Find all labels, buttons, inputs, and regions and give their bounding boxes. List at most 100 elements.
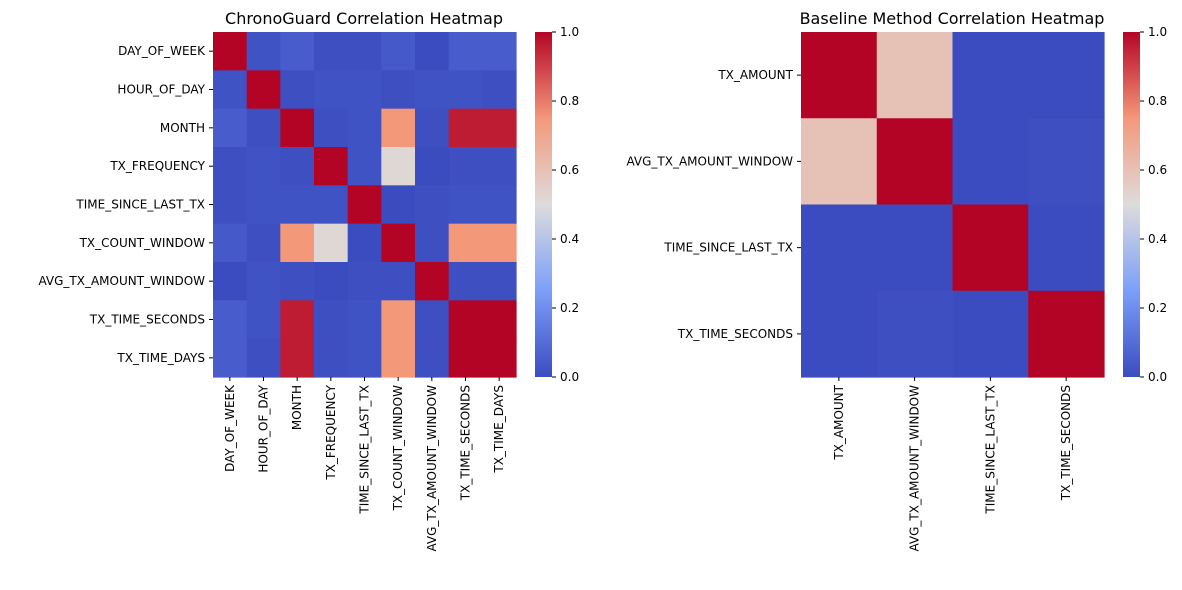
heatmap-cell	[482, 338, 517, 378]
heatmap-cell	[246, 108, 281, 148]
colorbar-tick-label: 1.0	[560, 25, 579, 39]
heatmap-cell	[246, 147, 281, 186]
heatmap-cell	[314, 300, 349, 340]
y-tick-label: TX_TIME_DAYS	[116, 351, 205, 365]
heatmap-cell	[213, 70, 248, 110]
heatmap-cell	[314, 338, 349, 378]
heatmap-cell	[347, 338, 382, 378]
heatmap-cell	[876, 290, 954, 378]
colorbar-tick-label: 0.6	[560, 163, 579, 177]
heatmap-cell	[1028, 32, 1105, 119]
heatmap-cell	[952, 32, 1029, 119]
heatmap-cell	[280, 185, 315, 225]
heatmap-cell	[280, 32, 315, 71]
heatmap-cell	[801, 204, 878, 292]
colorbar-tick-label: 0.4	[1148, 232, 1167, 246]
x-tick-label: TIME_SINCE_LAST_TX	[358, 385, 372, 515]
heatmap-cell	[952, 118, 1029, 206]
x-tick-label: MONTH	[290, 385, 304, 430]
y-tick-label: HOUR_OF_DAY	[117, 83, 205, 97]
x-tick-label: TX_TIME_SECONDS	[459, 385, 473, 501]
heatmap-cell	[415, 108, 450, 148]
x-tick-label: DAY_OF_WEEK	[223, 384, 237, 472]
heatmap-cell	[381, 300, 416, 340]
heatmap-cell	[213, 108, 248, 148]
heatmap-cell	[347, 223, 382, 263]
chart-title: ChronoGuard Correlation Heatmap	[225, 9, 503, 28]
heatmap-cell	[415, 147, 450, 186]
heatmap-cell	[213, 262, 248, 301]
y-tick-label: MONTH	[160, 121, 205, 135]
heatmap-cell	[482, 70, 517, 110]
heatmap-cell	[347, 300, 382, 340]
heatmap-cell	[280, 223, 315, 263]
heatmap-cell	[482, 300, 517, 340]
heatmap-cell	[213, 185, 248, 225]
heatmap-cell	[952, 290, 1029, 378]
heatmap-cell	[482, 185, 517, 225]
heatmap-cell	[347, 32, 382, 71]
heatmap-cell	[280, 338, 315, 378]
heatmap-cell	[952, 204, 1029, 292]
y-tick-label: TX_AMOUNT	[717, 68, 793, 82]
heatmap-cell	[280, 262, 315, 301]
colorbar: 0.0 0.2 0.4 0.6 0.8 1.0	[1123, 25, 1167, 384]
heatmap-cell	[280, 70, 315, 110]
y-tick-label: TX_COUNT_WINDOW	[79, 236, 206, 250]
heatmap-cell	[876, 32, 954, 119]
heatmap-cell	[801, 32, 878, 119]
heatmap-cell	[448, 147, 483, 186]
heatmap-cell	[448, 300, 483, 340]
heatmap-cell	[415, 70, 450, 110]
heatmap-cell	[415, 185, 450, 225]
colorbar-gradient	[1123, 32, 1140, 377]
x-tick-label: TX_FREQUENCY	[324, 384, 338, 480]
x-tick-label: TX_COUNT_WINDOW	[391, 385, 405, 512]
heatmap-cell	[213, 300, 248, 340]
heatmap-cell	[213, 338, 248, 378]
colorbar-tick-label: 1.0	[1148, 25, 1167, 39]
heatmap-cell	[448, 223, 483, 263]
colorbar-tick-label: 0.6	[1148, 163, 1167, 177]
x-axis-ticks: DAY_OF_WEEK HOUR_OF_DAY MONTH TX_FREQUENCY T…	[223, 377, 506, 552]
heatmap-cell	[381, 70, 416, 110]
heatmap-cell	[246, 185, 281, 225]
y-tick-label: TX_TIME_SECONDS	[677, 327, 793, 341]
baseline-heatmap: Baseline Method Correlation Heatmap TX_A…	[626, 9, 1167, 552]
heatmap-cell	[213, 32, 248, 71]
heatmap-cell	[448, 108, 483, 148]
heatmap-cell	[876, 204, 954, 292]
heatmap-cell	[280, 300, 315, 340]
heatmap-cell	[246, 262, 281, 301]
heatmap-cell	[415, 32, 450, 71]
heatmap-cell	[448, 32, 483, 71]
heatmap-cell	[415, 223, 450, 263]
heatmap-cell	[1028, 204, 1105, 292]
y-tick-label: TX_FREQUENCY	[109, 159, 205, 173]
colorbar-tick-label: 0.8	[560, 94, 579, 108]
heatmap-cell	[347, 147, 382, 186]
heatmap-cell	[801, 290, 878, 378]
heatmap-cell	[246, 223, 281, 263]
heatmap-cell	[314, 70, 349, 110]
heatmap-cell	[876, 118, 954, 206]
x-tick-label: AVG_TX_AMOUNT_WINDOW	[425, 385, 439, 552]
y-tick-label: TX_TIME_SECONDS	[89, 313, 205, 327]
heatmap-cell	[246, 300, 281, 340]
heatmap-cell	[314, 147, 349, 186]
x-tick-label: TX_AMOUNT	[832, 384, 846, 460]
heatmap-cell	[381, 32, 416, 71]
heatmap-cell	[415, 262, 450, 301]
heatmap-cell	[381, 108, 416, 148]
heatmap-cell	[381, 262, 416, 301]
heatmap-cell	[280, 108, 315, 148]
heatmap-cell	[448, 338, 483, 378]
heatmap-cell	[314, 32, 349, 71]
heatmap-cell	[347, 185, 382, 225]
heatmap-cells	[213, 32, 517, 378]
heatmap-cell	[314, 185, 349, 225]
heatmap-cell	[213, 147, 248, 186]
x-tick-label: AVG_TX_AMOUNT_WINDOW	[908, 385, 922, 552]
heatmap-cell	[1028, 118, 1105, 206]
